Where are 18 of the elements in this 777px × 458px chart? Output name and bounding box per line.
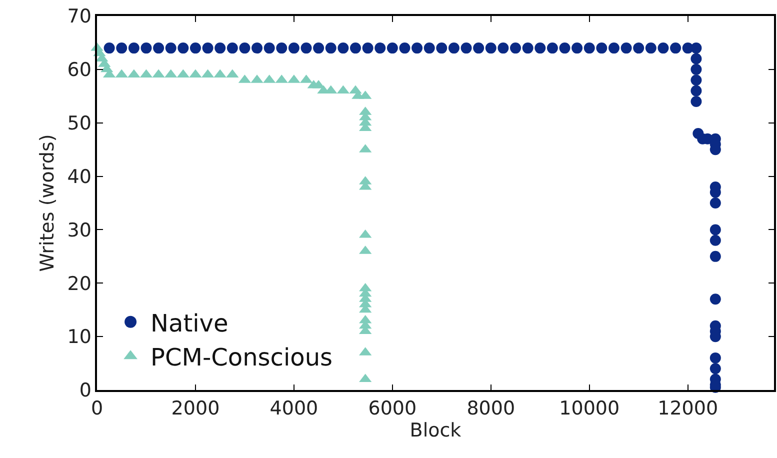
x-tick-label: 6000 [368,398,417,420]
x-tick-label: 2000 [171,398,220,420]
x-tick-label: 4000 [270,398,318,420]
y-tick-label: 30 [67,219,92,242]
y-axis-title: Writes (words) [36,134,59,272]
x-tick-label: 10000 [559,398,620,420]
y-tick-label: 40 [67,166,92,188]
y-tick-label: 70 [67,6,92,28]
x-axis-title: Block [410,420,462,442]
y-tick-label: 60 [67,59,92,82]
x-tick-label: 12000 [658,398,718,420]
y-tick-label: 0 [79,380,92,402]
legend-label: Native [150,309,228,338]
y-tick-label: 50 [67,112,92,135]
y-tick-label: 20 [67,272,92,295]
x-tick-label: 8000 [466,398,516,420]
legend-label: PCM-Conscious [150,343,333,372]
y-tick-label: 10 [67,326,92,348]
